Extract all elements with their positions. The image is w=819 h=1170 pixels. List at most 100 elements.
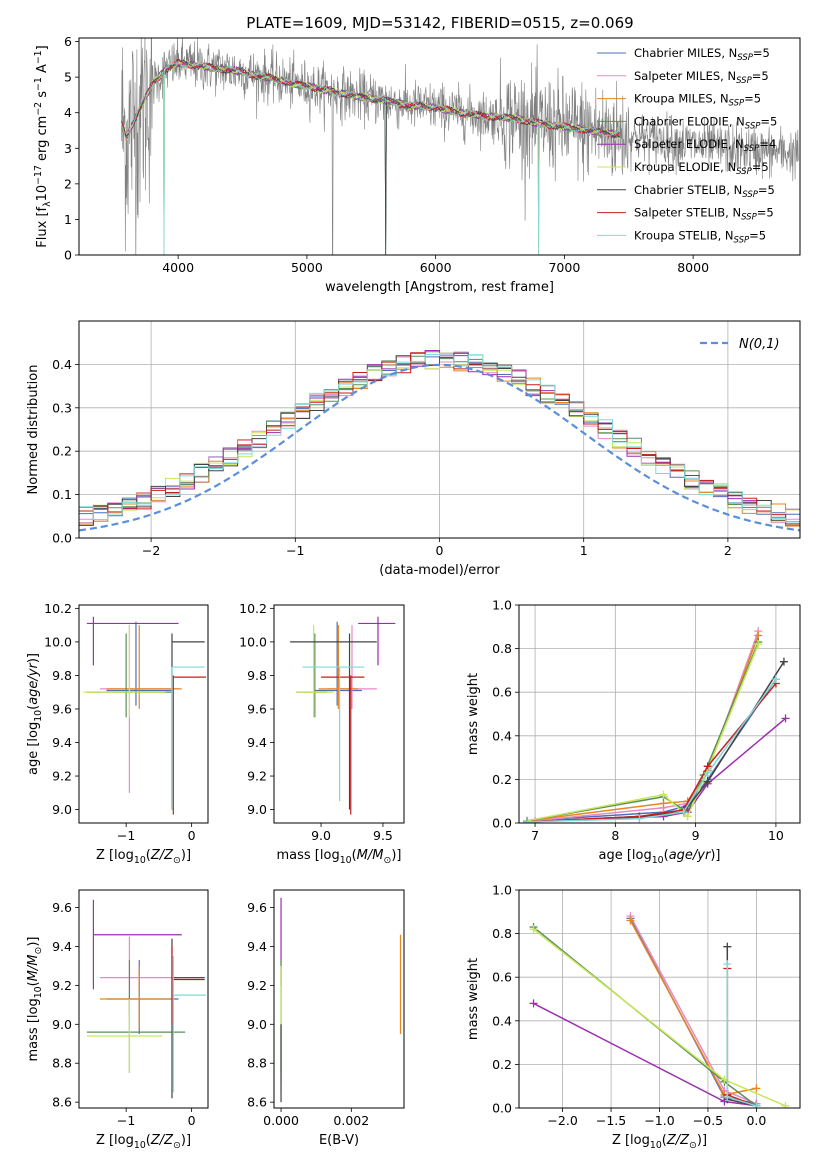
plot-area (280, 897, 402, 1103)
y-tick-label: 0.0 (492, 816, 512, 831)
y-tick-label: 10.2 (239, 601, 267, 616)
x-tick-label: 10 (768, 828, 784, 843)
x-tick-label: 0 (188, 1113, 196, 1128)
y-tick-label: 8.8 (52, 1056, 72, 1071)
weight-series-line (526, 643, 759, 822)
y-tick-label: 0.2 (52, 444, 72, 459)
legend-label: Kroupa STELIB, NSSP=5 (634, 228, 766, 245)
y-tick-label: 9.0 (247, 1017, 267, 1032)
weight-point-marker (659, 790, 668, 799)
y-tick-label: 10.2 (44, 601, 72, 616)
normal-reference-curve (79, 363, 800, 532)
y-tick-label: 1.0 (492, 883, 512, 898)
y-tick-label: 9.0 (247, 802, 267, 817)
y-tick-label: 0.8 (492, 641, 512, 656)
model-spectrum-line (121, 60, 621, 255)
y-tick-label: 0.6 (492, 970, 512, 985)
weight-point-marker (679, 808, 688, 817)
y-tick-label: 9.4 (247, 939, 267, 954)
y-tick-label: 0.0 (492, 1101, 512, 1116)
weight-point-marker (635, 814, 644, 823)
y-tick-label: 9.0 (52, 1017, 72, 1032)
legend-label: Kroupa ELODIE, NSSP=5 (634, 160, 769, 177)
x-tick-label: −2 (142, 543, 160, 558)
weight-series-line (629, 915, 757, 1105)
y-tick-label: 0 (64, 248, 72, 263)
weight-series-line (726, 968, 757, 1107)
weight-point-marker (771, 675, 780, 684)
x-axis-label: mass [log10(M/M⊙)] (277, 848, 402, 866)
weight-point-marker (754, 640, 763, 649)
y-tick-label: 9.4 (52, 939, 72, 954)
model-spectrum-line (121, 58, 621, 255)
weight-series-line (629, 917, 757, 1105)
figure-title: PLATE=1609, MJD=53142, FIBERID=0515, z=0… (246, 14, 633, 32)
y-tick-label: 0.4 (52, 357, 72, 372)
weight-point-marker (779, 657, 788, 666)
y-axis-label: Normed distribution (26, 365, 41, 495)
weight-point-marker (781, 1101, 790, 1108)
weight-point-marker (683, 812, 692, 821)
legend-label: Kroupa MILES, NSSP=5 (634, 92, 761, 109)
axes-frame (518, 889, 801, 1109)
legend-label: Chabrier ELODIE, NSSP=5 (634, 114, 777, 131)
y-tick-label: 0.2 (492, 1057, 512, 1072)
x-tick-label: 9.0 (311, 828, 331, 843)
y-tick-label: 0.1 (52, 487, 72, 502)
x-tick-label: 1 (580, 543, 588, 558)
mass-age-panel: 9.0 9.5 9.0 9.2 9.4 9.6 9.8 10.0 10.2 mass [log10… (239, 601, 405, 866)
y-tick-label: 9.2 (52, 978, 72, 993)
axes-frame (273, 604, 405, 824)
y-tick-label: 5 (64, 70, 72, 85)
x-tick-label: 9.5 (373, 828, 393, 843)
y-tick-label: 9.8 (52, 668, 72, 683)
y-tick-label: 8.6 (52, 1095, 72, 1110)
y-tick-label: 9.0 (52, 802, 72, 817)
y-tick-label: 0.3 (52, 400, 72, 415)
x-tick-label: 8 (611, 828, 619, 843)
weight-series-line (526, 683, 777, 823)
x-tick-label: 2 (724, 543, 732, 558)
y-tick-label: 10.0 (44, 634, 72, 649)
axes-frame (78, 320, 801, 539)
y-tick-label: 9.2 (52, 769, 72, 784)
y-tick-label: 8.6 (247, 1095, 267, 1110)
ebv-mass-panel: 0.000 0.002 8.6 8.8 9.0 9.2 9.4 9.6 E(B-V) (247, 889, 405, 1148)
plot-area (519, 605, 800, 823)
weight-point-marker (703, 777, 712, 786)
axes-frame (78, 37, 801, 256)
x-tick-label: −1 (117, 1113, 135, 1128)
weight-point-marker (523, 817, 532, 823)
weight-point-marker (723, 960, 732, 969)
y-tick-label: 3 (64, 141, 72, 156)
weight-point-marker (723, 1093, 732, 1102)
y-tick-label: 9.4 (247, 735, 267, 750)
x-tick-label: −1 (286, 543, 304, 558)
legend-label: Salpeter STELIB, NSSP=5 (634, 206, 774, 223)
x-tick-label: 7000 (548, 260, 580, 275)
x-tick-label: 0.000 (263, 1113, 299, 1128)
axes-frame (518, 604, 801, 824)
axes-frame (78, 604, 209, 824)
x-tick-label: −1.0 (644, 1113, 674, 1128)
y-tick-label: 2 (64, 176, 72, 191)
plot-area (83, 616, 207, 815)
x-tick-label: 6000 (420, 260, 452, 275)
spectrum-panel: 4000 5000 6000 7000 8000 0 1 2 3 4 5 6 wavelength [A… (33, 34, 801, 295)
axes-frame (273, 889, 405, 1109)
y-tick-label: 0.8 (492, 926, 512, 941)
y-axis-label: mass weight (466, 673, 481, 755)
x-axis-label: Z [log10(Z/Z⊙)] (96, 848, 191, 866)
x-axis-label: wavelength [Angstrom, rest frame] (325, 280, 554, 295)
y-tick-label: 0.0 (52, 531, 72, 546)
y-tick-label: 1.0 (492, 598, 512, 613)
y-axis-label: age [log10(age/yr)] (26, 653, 44, 775)
y-axis-label: mass [log10(M/M⊙)] (26, 937, 44, 1062)
y-tick-label: 10.0 (239, 634, 267, 649)
x-tick-label: 8000 (677, 260, 709, 275)
legend-label: Salpeter MILES, NSSP=5 (634, 69, 769, 86)
weight-point-marker (752, 1101, 761, 1108)
weight-point-marker (626, 916, 635, 925)
weight-series-line (526, 717, 786, 823)
residual-histogram-step (79, 354, 800, 523)
